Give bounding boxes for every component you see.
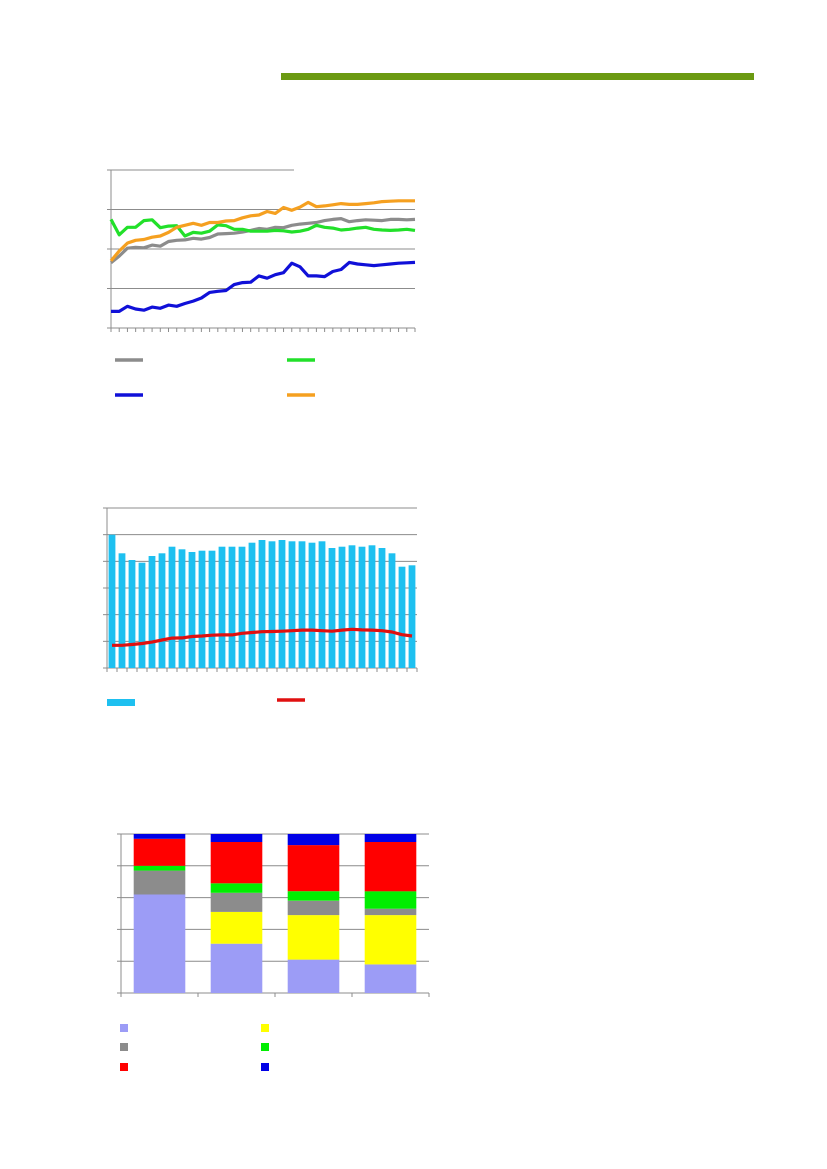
bar (168, 546, 176, 668)
bar (308, 542, 316, 668)
stacked-bar-segment (210, 911, 263, 944)
bar (398, 566, 406, 668)
stacked-bar-segment (364, 891, 417, 909)
bar (278, 540, 286, 668)
stacked-bar-segment (210, 892, 263, 912)
bar (108, 534, 116, 668)
legend-swatch-1 (120, 1024, 128, 1032)
legend-swatch-4 (261, 1043, 269, 1051)
legend-swatch-5 (120, 1063, 128, 1071)
bar (158, 553, 166, 668)
bar (208, 550, 216, 668)
bar (228, 546, 236, 668)
stacked-bar-segment (287, 834, 340, 846)
bar (318, 541, 326, 668)
legend-swatch-6 (261, 1063, 269, 1071)
bar (268, 541, 276, 668)
bar (178, 549, 186, 668)
stacked-bar-segment (364, 842, 417, 892)
bar (238, 546, 246, 668)
bar (408, 565, 416, 668)
legend-swatch-3 (120, 1043, 128, 1051)
bar (118, 553, 126, 668)
bar (368, 545, 376, 668)
series-line-4 (109, 199, 415, 262)
legend-swatch-2 (261, 1024, 269, 1032)
stacked-bar-segment (210, 834, 263, 842)
bar (288, 541, 296, 668)
header-accent-bar (281, 73, 754, 80)
stacked-bar-segment (364, 908, 417, 916)
bar (388, 553, 396, 668)
stacked-bar-segment (287, 891, 340, 901)
stacked-bar-segment (364, 834, 417, 842)
stacked-bar-segment (287, 900, 340, 916)
stacked-bar-segment (133, 870, 186, 895)
bar (188, 552, 196, 668)
bar (258, 540, 266, 668)
legend-swatch-1 (107, 699, 135, 706)
bar (128, 560, 136, 668)
stacked-bar-segment (364, 964, 417, 993)
bar (218, 546, 226, 668)
stacked-bar-segment (133, 838, 186, 866)
bar (298, 541, 306, 668)
stacked-bar-segment (364, 915, 417, 965)
bar (248, 542, 256, 668)
bar (138, 562, 146, 668)
bar (348, 545, 356, 668)
bar (148, 556, 156, 668)
stacked-bar-segment (133, 894, 186, 993)
stacked-bar-segment (287, 959, 340, 993)
series-line-2 (109, 218, 416, 238)
series-line (112, 627, 413, 647)
series-line-1 (109, 217, 416, 265)
bar (358, 546, 366, 668)
stacked-bar-segment (210, 883, 263, 893)
bar (328, 548, 336, 668)
stacked-bar-segment (133, 834, 186, 839)
series-line-3 (111, 260, 416, 313)
stacked-bar-segment (210, 842, 263, 884)
bar (338, 546, 346, 668)
bar (378, 548, 386, 668)
stacked-bar-segment (133, 865, 186, 871)
stacked-bar-segment (287, 915, 340, 960)
bar (198, 550, 206, 668)
stacked-bar-segment (210, 943, 263, 993)
stacked-bar-segment (287, 845, 340, 892)
